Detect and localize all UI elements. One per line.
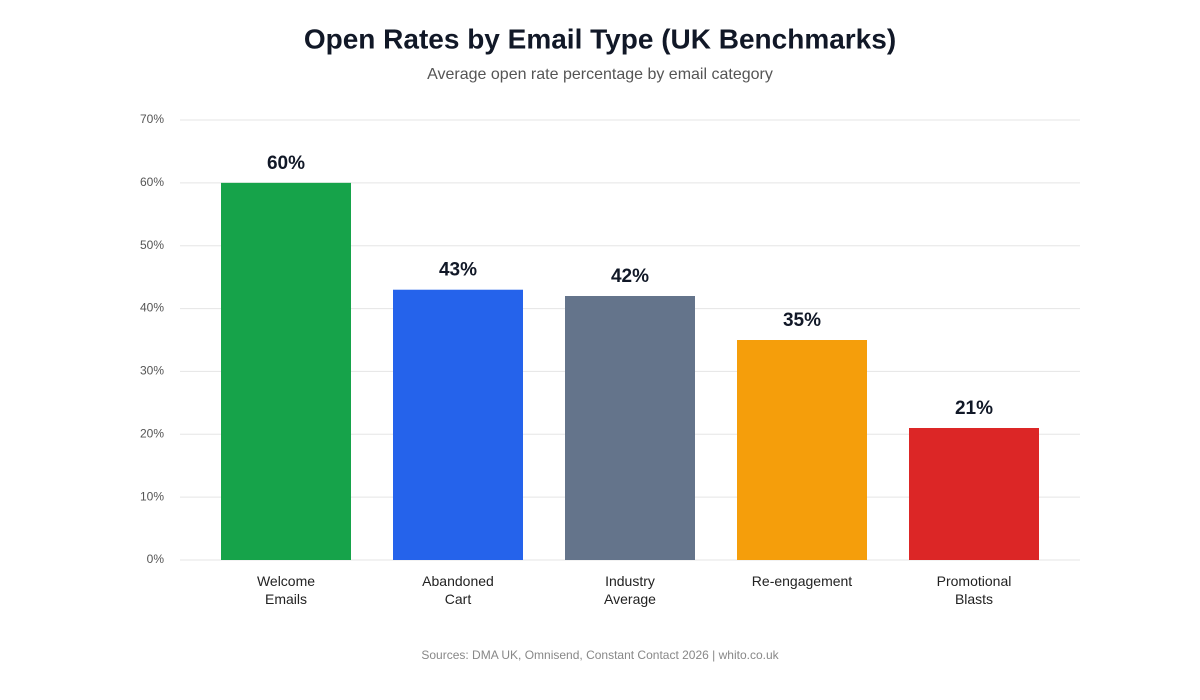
value-label: 42%: [611, 266, 649, 287]
bar: [565, 296, 695, 560]
value-label: 43%: [439, 260, 477, 281]
value-label: 35%: [783, 310, 821, 331]
x-tick-label: Re-engagement: [751, 573, 853, 589]
y-tick-label: 60%: [140, 175, 164, 189]
x-tick-label: Welcome Emails: [256, 573, 316, 607]
bar: [909, 428, 1039, 560]
y-tick-label: 50%: [140, 238, 164, 252]
x-tick-label: Promotional Blasts: [936, 573, 1012, 607]
chart-title: Open Rates by Email Type (UK Benchmarks): [304, 23, 896, 54]
bar: [221, 182, 351, 560]
y-tick-label: 40%: [140, 301, 164, 315]
y-tick-label: 10%: [140, 489, 164, 503]
source-note: Sources: DMA UK, Omnisend, Constant Cont…: [421, 648, 779, 662]
y-tick-label: 0%: [147, 552, 165, 566]
value-label: 21%: [955, 398, 993, 419]
chart-subtitle: Average open rate percentage by email ca…: [427, 66, 773, 83]
y-tick-label: 20%: [140, 426, 164, 440]
x-tick-label: Abandoned Cart: [422, 573, 494, 607]
y-tick-label: 70%: [140, 112, 164, 126]
value-label: 60%: [267, 153, 305, 174]
y-tick-label: 30%: [140, 364, 164, 378]
bar: [393, 289, 523, 560]
x-tick-label: Industry Average: [604, 573, 656, 607]
bar: [737, 340, 867, 560]
